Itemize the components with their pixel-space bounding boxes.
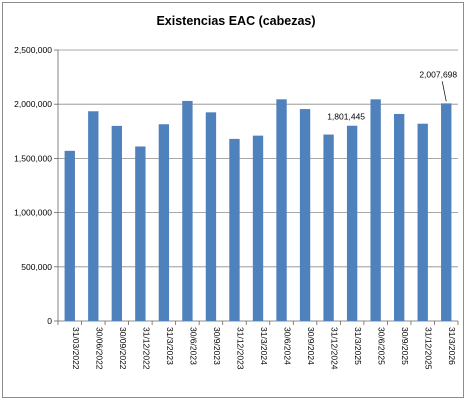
x-tick-label: 30/6/2023 bbox=[188, 327, 198, 365]
bar bbox=[299, 109, 311, 321]
bar bbox=[64, 150, 75, 321]
y-tick-label: 2,500,000 bbox=[14, 45, 52, 55]
bar bbox=[135, 146, 146, 321]
bar bbox=[323, 134, 334, 321]
x-tick-label: 30/9/2025 bbox=[400, 327, 410, 365]
bar bbox=[441, 103, 452, 321]
x-tick-label: 30/6/2025 bbox=[377, 327, 387, 365]
x-tick-label: 30/9/2024 bbox=[306, 327, 316, 365]
x-tick-label: 31/3/2026 bbox=[447, 327, 457, 365]
y-tick-labels: 0 500,000 1,000,000 1,500,000 2,000,000 2,500… bbox=[14, 45, 52, 326]
y-tick-label: 0 bbox=[47, 316, 52, 326]
bar bbox=[88, 111, 99, 321]
bar bbox=[394, 113, 405, 322]
x-tick-label: 31/3/2025 bbox=[353, 327, 363, 365]
y-tick-label: 500,000 bbox=[21, 262, 52, 272]
bar bbox=[417, 123, 428, 321]
bar bbox=[346, 125, 358, 321]
y-tick-label: 1,000,000 bbox=[14, 208, 52, 218]
bar bbox=[205, 112, 217, 321]
data-label: 1,801,445 bbox=[327, 112, 365, 122]
data-label-leader bbox=[441, 81, 447, 102]
data-labels: 1,801,445 2,007,698 bbox=[327, 69, 457, 121]
x-tick-label: 31/3/2023 bbox=[165, 327, 175, 365]
bar bbox=[229, 138, 240, 321]
x-tick-labels: 31/03/2022 30/06/2022 30/09/2022 31/12/2022… bbox=[71, 327, 457, 370]
y-tick-label: 1,500,000 bbox=[14, 153, 52, 163]
x-tick-label: 31/12/2023 bbox=[235, 327, 245, 370]
bar bbox=[252, 135, 264, 321]
x-tick-label: 31/12/2024 bbox=[330, 327, 340, 370]
bars bbox=[64, 99, 452, 322]
x-tick-label: 31/12/2022 bbox=[141, 327, 151, 370]
x-tick-label: 31/3/2024 bbox=[259, 327, 269, 365]
x-tick-label: 31/12/2025 bbox=[424, 327, 434, 370]
y-tick-label: 2,000,000 bbox=[14, 99, 52, 109]
data-label: 2,007,698 bbox=[419, 69, 457, 79]
chart-title: Existencias EAC (cabezas) bbox=[156, 14, 315, 28]
bar bbox=[370, 99, 381, 322]
x-tick-label: 30/9/2023 bbox=[212, 327, 222, 365]
x-tick-label: 30/09/2022 bbox=[118, 327, 128, 370]
x-tick-label: 31/03/2022 bbox=[71, 327, 81, 370]
bar bbox=[111, 125, 122, 321]
bar bbox=[182, 100, 193, 321]
bar bbox=[276, 99, 287, 322]
x-tick-label: 30/06/2022 bbox=[94, 327, 104, 370]
x-tick-label: 30/6/2024 bbox=[283, 327, 293, 365]
bar bbox=[158, 124, 170, 321]
